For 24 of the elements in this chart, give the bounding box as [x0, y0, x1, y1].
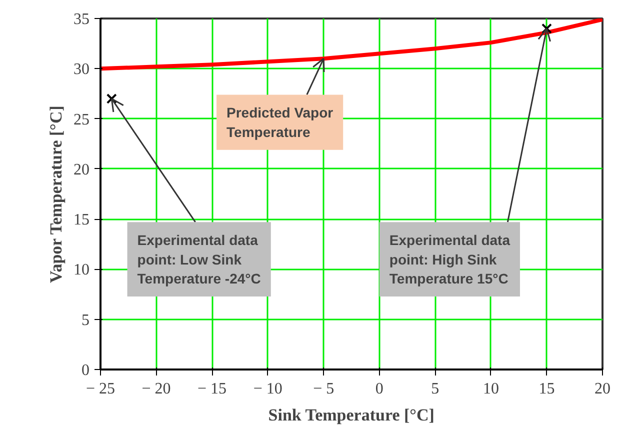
annotation: Predicted Vapor Temperature — [226, 104, 334, 140]
x-tick-label: 15 — [538, 380, 555, 398]
y-tick-label: 10 — [74, 262, 90, 279]
y-tick-label: 5 — [82, 312, 90, 329]
x-tick-label: − 10 — [253, 380, 282, 398]
x-tick-label: − 15 — [198, 380, 227, 398]
x-axis-title: Sink Temperature [°C] — [268, 406, 434, 424]
x-tick-label: 10 — [482, 380, 499, 398]
y-tick-label: 15 — [74, 212, 90, 229]
y-tick-label: 35 — [74, 11, 90, 28]
x-tick-label: 0 — [375, 380, 384, 398]
y-tick-label: 20 — [74, 161, 90, 178]
y-tick-label: 0 — [82, 362, 90, 379]
line-series — [100, 18, 602, 71]
x-tick-label: 5 — [431, 380, 440, 398]
y-tick-label: 25 — [74, 111, 90, 128]
x-tick-label: − 5 — [313, 380, 334, 398]
x-tick-label: 20 — [594, 380, 610, 398]
y-axis-title: Vapor Temperature [°C] — [46, 106, 66, 284]
annotation: Experimental data point: Low Sink Temperature -24°C — [137, 232, 261, 286]
x-tick-label: − 25 — [86, 380, 116, 398]
y-tick-label: 30 — [74, 61, 90, 78]
x-tick-label: − 20 — [142, 380, 171, 398]
annotation: Experimental data point: High Sink Temperature 15°C — [389, 232, 510, 286]
